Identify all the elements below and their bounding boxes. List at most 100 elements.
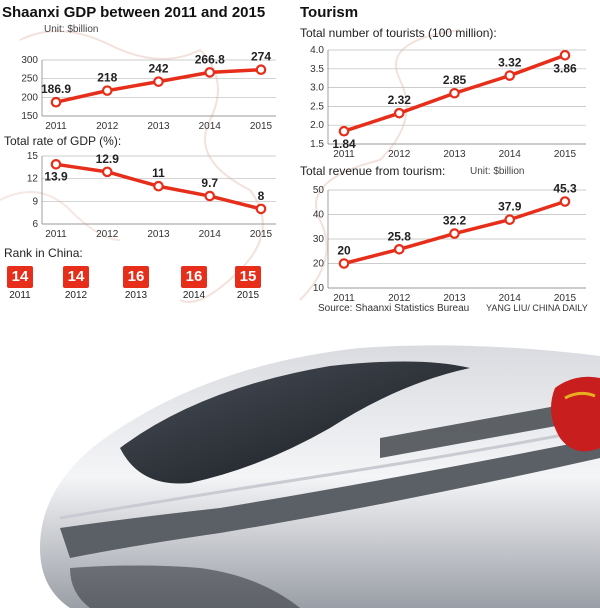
rank-item: 14 2011 xyxy=(0,266,40,301)
data-point xyxy=(50,159,62,170)
credit-note: YANG LIU/ CHINA DAILY xyxy=(486,303,588,313)
data-label: 9.7 xyxy=(201,176,218,190)
data-label: 3.32 xyxy=(498,56,522,70)
data-point xyxy=(504,70,516,81)
y-tick-label: 2.0 xyxy=(310,120,324,131)
x-tick-label: 2012 xyxy=(388,149,411,160)
data-label: 37.9 xyxy=(498,200,522,214)
x-tick-label: 2013 xyxy=(443,293,466,304)
x-tick-label: 2011 xyxy=(45,229,67,240)
data-label: 3.86 xyxy=(553,61,577,75)
data-point xyxy=(338,258,350,269)
data-point xyxy=(101,85,113,96)
y-tick-label: 30 xyxy=(313,234,325,245)
data-point xyxy=(393,107,405,119)
x-tick-label: 2013 xyxy=(147,229,170,240)
revenue-unit: Unit: $billion xyxy=(470,166,525,177)
data-point xyxy=(255,203,267,215)
y-tick-label: 150 xyxy=(21,111,38,122)
y-tick-label: 1.5 xyxy=(310,139,324,150)
data-point xyxy=(449,228,460,239)
rank-badge: 16 xyxy=(181,266,207,288)
data-point xyxy=(153,180,164,192)
revenue-title: Total revenue from tourism: xyxy=(300,164,446,178)
x-tick-label: 2015 xyxy=(554,149,577,160)
data-point xyxy=(504,214,516,225)
x-tick-label: 2013 xyxy=(443,149,466,160)
data-point xyxy=(559,49,571,61)
tourists-title: Total number of tourists (100 million): xyxy=(300,26,497,40)
rank-item: 16 2013 xyxy=(116,266,156,301)
gdp-title: Shaanxi GDP between 2011 and 2015 xyxy=(2,4,266,21)
x-tick-label: 2015 xyxy=(250,229,273,240)
data-label: 32.2 xyxy=(443,214,467,228)
y-tick-label: 12 xyxy=(27,174,39,185)
data-point xyxy=(153,76,164,87)
x-tick-label: 2012 xyxy=(388,293,411,304)
x-tick-label: 2015 xyxy=(554,293,577,304)
data-label: 12.9 xyxy=(96,152,120,166)
data-point xyxy=(559,196,571,207)
x-tick-label: 2011 xyxy=(333,293,355,304)
rank-badge: 14 xyxy=(7,266,33,288)
y-tick-label: 3.5 xyxy=(310,64,324,75)
x-tick-label: 2012 xyxy=(96,229,119,240)
rank-item: 15 2015 xyxy=(228,266,268,301)
gdp-unit: Unit: $billion xyxy=(44,24,99,35)
data-point xyxy=(101,166,113,178)
x-tick-label: 2013 xyxy=(147,121,170,132)
x-tick-label: 2015 xyxy=(250,121,273,132)
y-tick-label: 9 xyxy=(32,196,38,207)
x-tick-label: 2014 xyxy=(499,149,522,160)
x-tick-label: 2011 xyxy=(45,121,67,132)
rank-badge: 15 xyxy=(235,266,261,288)
x-tick-label: 2012 xyxy=(96,121,119,132)
x-tick-label: 2014 xyxy=(199,121,222,132)
y-tick-label: 4.0 xyxy=(310,45,324,56)
y-tick-label: 40 xyxy=(313,210,325,221)
x-tick-label: 2014 xyxy=(199,229,222,240)
rank-badge: 16 xyxy=(123,266,149,288)
data-label: 274 xyxy=(251,50,271,64)
rank-year: 2015 xyxy=(236,290,260,301)
data-label: 1.84 xyxy=(332,137,356,151)
gdp-rate-chart: 6 9 12 15 2011 2012 2013 2014 2015 13.9 12.9 11 9.7 8 xyxy=(27,151,276,240)
y-tick-label: 20 xyxy=(313,259,325,270)
rank-year: 2014 xyxy=(182,290,206,301)
y-tick-label: 250 xyxy=(21,74,38,85)
data-point xyxy=(255,64,267,76)
data-point xyxy=(449,87,460,99)
data-point xyxy=(204,67,216,78)
data-point xyxy=(338,125,350,137)
data-point xyxy=(204,190,216,202)
data-label: 8 xyxy=(258,189,265,203)
data-label: 218 xyxy=(97,71,117,85)
revenue-chart: 10 20 30 40 50 2011 2012 2013 2014 2015 20 25.8 32.2… xyxy=(313,182,586,304)
data-point xyxy=(393,243,405,255)
data-label: 186.9 xyxy=(41,82,71,96)
y-tick-label: 10 xyxy=(313,283,325,294)
gdp-chart: 150 200 250 300 2011 2012 2013 2014 2015 186.9 218… xyxy=(21,50,276,132)
data-label: 266.8 xyxy=(195,52,225,66)
source-note: Source: Shaanxi Statistics Bureau xyxy=(318,303,470,314)
gdp-rate-title: Total rate of GDP (%): xyxy=(4,134,122,148)
data-label: 20 xyxy=(337,244,351,258)
rank-item: 14 2012 xyxy=(56,266,96,301)
rank-year: 2011 xyxy=(9,290,31,301)
data-label: 2.85 xyxy=(443,73,467,87)
rank-item: 16 2014 xyxy=(174,266,214,301)
y-tick-label: 15 xyxy=(27,151,39,162)
data-label: 45.3 xyxy=(553,182,577,196)
y-tick-label: 3.0 xyxy=(310,83,324,94)
data-label: 25.8 xyxy=(388,229,412,243)
y-tick-label: 200 xyxy=(21,92,38,103)
rank-row: 14 2011 14 2012 16 2013 16 2014 15 2015 xyxy=(0,266,290,308)
data-label: 2.32 xyxy=(388,93,412,107)
rank-label: Rank in China: xyxy=(4,246,83,260)
y-tick-label: 50 xyxy=(313,185,325,196)
tourism-title: Tourism xyxy=(300,4,359,21)
data-point xyxy=(50,96,62,108)
high-speed-train-illustration xyxy=(40,345,600,608)
rank-badge: 14 xyxy=(63,266,89,288)
y-tick-label: 6 xyxy=(32,219,38,230)
